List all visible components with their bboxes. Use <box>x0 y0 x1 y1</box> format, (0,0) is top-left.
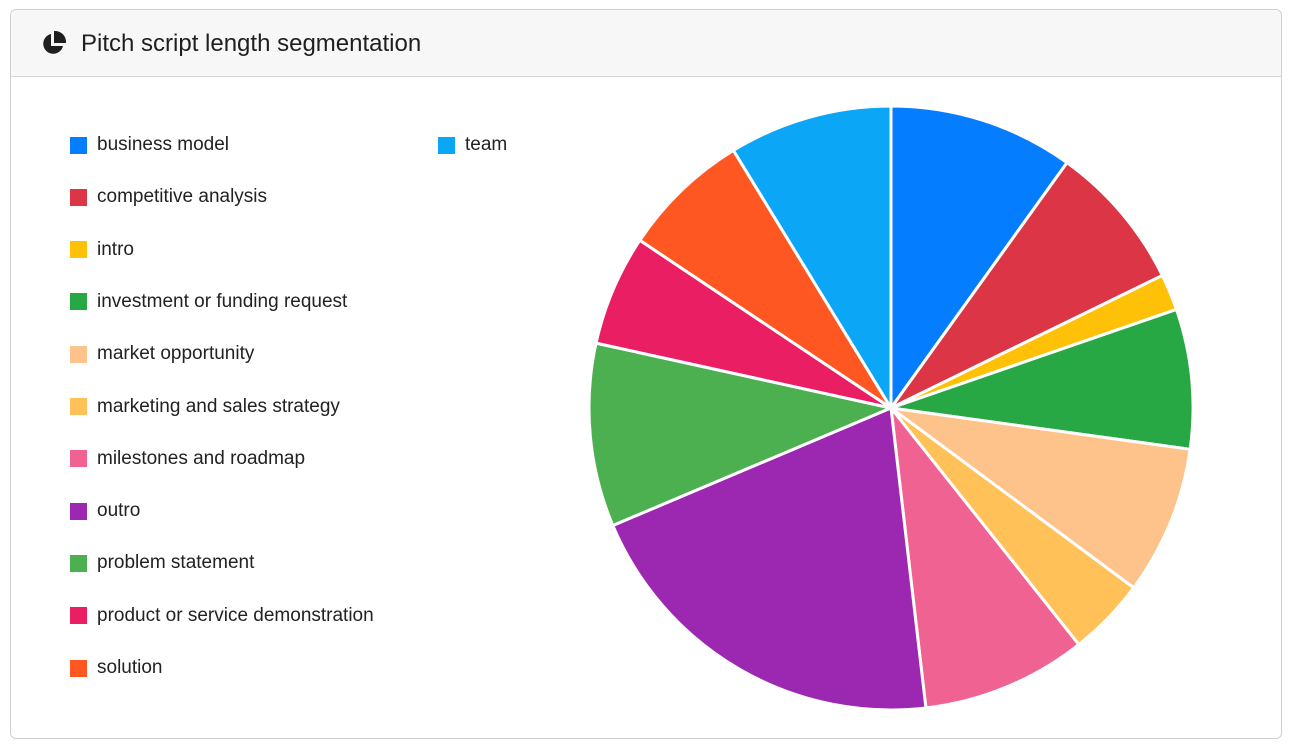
chart-legend: business model competitive analysis intro i… <box>11 10 571 738</box>
legend-label: investment or funding request <box>97 290 348 312</box>
legend-label: intro <box>97 238 134 260</box>
legend-swatch <box>70 450 87 468</box>
legend-label: market opportunity <box>97 343 255 365</box>
legend-label: solution <box>97 657 163 678</box>
chart-card: Pitch script length segmentation busines… <box>10 9 1282 739</box>
card-header: Pitch script length segmentation <box>11 10 1281 77</box>
pie-chart-icon <box>43 30 67 54</box>
legend-swatch <box>70 554 87 572</box>
legend-item[interactable]: investment or funding request <box>70 290 347 314</box>
pie-slice-problem-statement[interactable] <box>587 341 893 527</box>
legend-label: business model <box>97 134 230 155</box>
legend-item[interactable]: team <box>438 133 507 157</box>
legend-item[interactable]: market opportunity <box>70 342 254 366</box>
legend-label: milestones and roadmap <box>97 447 306 469</box>
legend-swatch <box>70 241 87 259</box>
legend-item[interactable]: problem statement <box>70 551 254 575</box>
legend-label: problem statement <box>97 552 255 574</box>
pie-slice-milestones-and-roadmap[interactable] <box>889 406 1081 710</box>
legend-item[interactable]: competitive analysis <box>70 185 267 209</box>
legend-label: marketing and sales strategy <box>97 395 340 417</box>
legend-item[interactable]: business model <box>70 133 229 157</box>
legend-swatch <box>70 502 87 520</box>
legend-swatch <box>70 659 87 677</box>
pie-slice-solution[interactable] <box>638 148 893 410</box>
legend-swatch <box>70 607 87 625</box>
pie-slice-market-opportunity[interactable] <box>889 406 1192 590</box>
card-title: Pitch script length segmentation <box>81 30 422 57</box>
legend-item[interactable]: intro <box>70 238 134 262</box>
legend-swatch <box>70 293 87 311</box>
legend-swatch <box>70 188 87 206</box>
legend-label: outro <box>97 500 141 522</box>
legend-swatch <box>70 345 87 363</box>
pie-slice-investment-or-funding-request[interactable] <box>889 307 1195 451</box>
legend-item[interactable]: marketing and sales strategy <box>70 395 340 419</box>
pie-chart <box>587 104 1195 712</box>
pie-slice-business-model[interactable] <box>889 104 1069 410</box>
pie-slice-outro[interactable] <box>611 406 928 712</box>
legend-swatch <box>70 398 87 415</box>
legend-label: product or service demonstration <box>97 604 374 626</box>
legend-item[interactable]: outro <box>70 499 140 523</box>
legend-label: team <box>465 134 508 155</box>
pie-slice-team[interactable] <box>731 104 893 410</box>
legend-item[interactable]: product or service demonstration <box>70 604 374 628</box>
legend-item[interactable]: milestones and roadmap <box>70 447 305 471</box>
pie-slice-competitive-analysis[interactable] <box>889 161 1164 410</box>
legend-swatch <box>438 136 455 154</box>
legend-swatch <box>70 136 87 154</box>
legend-label: competitive analysis <box>97 186 268 208</box>
legend-item[interactable]: solution <box>70 656 163 680</box>
